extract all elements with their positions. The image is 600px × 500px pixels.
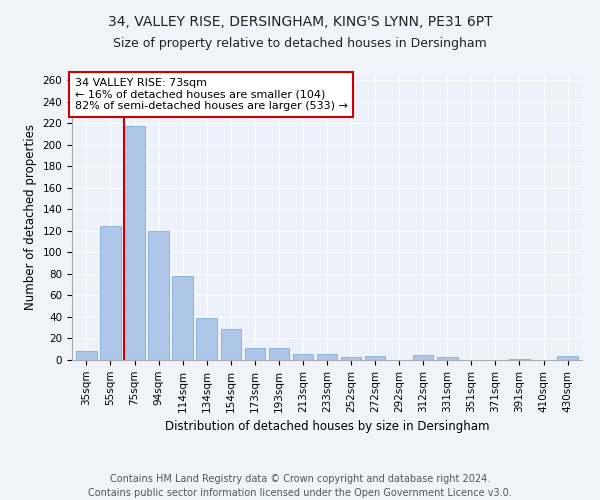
Bar [124,126,145,360]
Text: Size of property relative to detached houses in Dersingham: Size of property relative to detached ho… [113,38,487,51]
Text: Contains HM Land Registry data © Crown copyright and database right 2024.
Contai: Contains HM Land Registry data © Crown c… [88,474,512,498]
Bar [245,348,265,360]
Bar [365,356,385,360]
Text: 34 VALLEY RISE: 73sqm
← 16% of detached houses are smaller (104)
82% of semi-det: 34 VALLEY RISE: 73sqm ← 16% of detached … [74,78,347,111]
Bar [172,276,193,360]
Bar [317,354,337,360]
Bar [100,226,121,360]
Bar [269,348,289,360]
Bar [293,354,313,360]
Bar [557,356,578,360]
Bar [437,357,458,360]
Bar [221,329,241,360]
Bar [509,359,530,360]
Y-axis label: Number of detached properties: Number of detached properties [24,124,37,310]
Bar [196,318,217,360]
X-axis label: Distribution of detached houses by size in Dersingham: Distribution of detached houses by size … [165,420,489,433]
Bar [76,352,97,360]
Bar [148,231,169,360]
Bar [413,354,433,360]
Text: 34, VALLEY RISE, DERSINGHAM, KING'S LYNN, PE31 6PT: 34, VALLEY RISE, DERSINGHAM, KING'S LYNN… [107,15,493,29]
Bar [341,357,361,360]
